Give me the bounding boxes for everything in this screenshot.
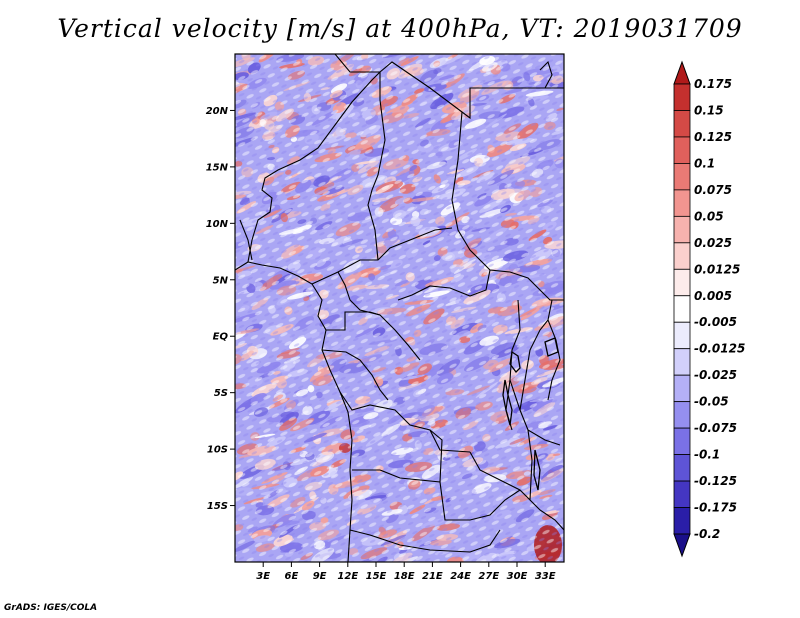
lon-tick-label: 24E [450, 571, 471, 582]
colorbar-label: -0.05 [694, 395, 729, 409]
chart-title: Vertical velocity [m/s] at 400hPa, VT: 2… [57, 14, 743, 43]
longitude-axis: 3E 6E 9E 12E 15E 18E 21E 24E 27E 30E 33E [256, 562, 556, 582]
colorbar-segment [673, 215, 691, 244]
colorbar-label: -0.2 [694, 527, 720, 541]
colorbar-label: -0.1 [694, 448, 720, 462]
colorbar-segment [673, 163, 691, 191]
lon-tick-label: 9E [313, 571, 327, 582]
colorbar-segment [673, 507, 691, 535]
colorbar-label: -0.0125 [694, 342, 745, 356]
colorbar-label: -0.005 [694, 315, 737, 329]
colorbar-label: -0.125 [694, 474, 737, 488]
country-borders [235, 54, 564, 562]
colorbar-segment [673, 321, 691, 350]
colorbar-label: 0.15 [694, 103, 724, 117]
lon-tick-label: 15E [366, 571, 387, 582]
lakes [502, 337, 559, 491]
colorbar-segment [673, 480, 691, 508]
lat-tick-label: 15S [207, 501, 228, 512]
map-frame [234, 53, 565, 563]
colorbar-label: 0.125 [694, 130, 732, 144]
colorbar-segment [673, 454, 691, 482]
colorbar-segment [673, 83, 691, 111]
colorbar-top-arrow [673, 60, 691, 85]
colorbar-segment [673, 268, 691, 297]
lon-tick-label: 6E [285, 571, 299, 582]
lat-tick-label: 10S [207, 445, 228, 456]
latitude-axis: 20N 15N 10N 5N EQ 5S 10S 15S [206, 106, 235, 512]
colorbar-bottom-arrow [673, 533, 691, 558]
lon-tick-label: 3E [256, 571, 270, 582]
grads-credit: GrADS: IGES/COLA [4, 603, 98, 613]
colorbar-label: -0.025 [694, 368, 737, 382]
lat-tick-label: 5S [214, 388, 228, 399]
lon-tick-label: 27E [478, 571, 499, 582]
colorbar-label: 0.005 [694, 289, 732, 303]
lat-tick-label: 10N [206, 219, 229, 230]
colorbar: 0.175 0.15 0.125 0.1 0.075 0.05 0.025 0.0125 0.0… [673, 60, 745, 558]
colorbar-label: 0.175 [694, 77, 732, 91]
colorbar-segment [673, 189, 691, 217]
colorbar-segment [673, 242, 691, 270]
lon-tick-label: 18E [394, 571, 415, 582]
colorbar-label: 0.025 [694, 236, 732, 250]
colorbar-segment [673, 401, 691, 429]
lon-tick-label: 30E [507, 571, 528, 582]
lat-tick-label: EQ [213, 332, 229, 343]
map-area [235, 54, 564, 562]
lon-tick-label: 12E [337, 571, 358, 582]
lat-tick-label: 20N [206, 106, 229, 117]
colorbar-segment [673, 348, 691, 376]
colorbar-label: -0.075 [694, 421, 737, 435]
colorbar-label: 0.075 [694, 183, 732, 197]
lat-tick-label: 15N [206, 162, 229, 173]
lon-tick-label: 21E [422, 571, 443, 582]
lon-tick-label: 33E [535, 571, 556, 582]
colorbar-label: 0.0125 [694, 262, 740, 276]
colorbar-label: 0.05 [694, 209, 724, 223]
lat-tick-label: 5N [213, 275, 229, 286]
colorbar-segment [673, 295, 691, 323]
colorbar-segment [673, 110, 691, 138]
colorbar-segment [673, 136, 691, 164]
colorbar-segment [673, 427, 691, 455]
colorbar-label: 0.1 [694, 156, 715, 170]
colorbar-label: -0.175 [694, 501, 737, 515]
colorbar-segment [673, 374, 691, 403]
